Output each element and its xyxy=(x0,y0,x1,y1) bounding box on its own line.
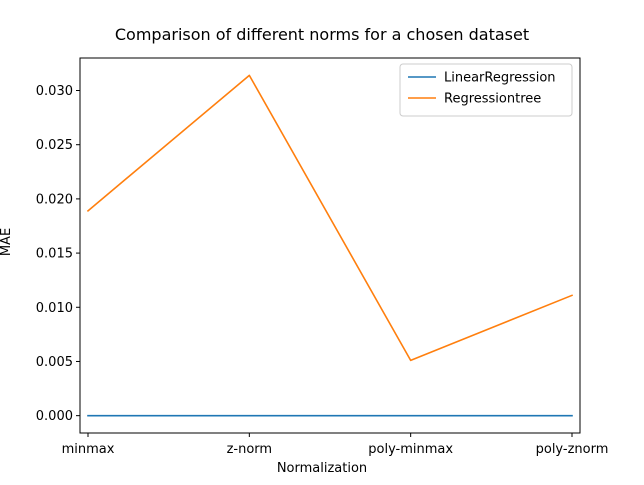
x-tick-label: minmax xyxy=(62,442,115,457)
y-tick-label: 0.010 xyxy=(36,301,73,316)
y-tick-label: 0.030 xyxy=(36,84,73,99)
x-tick-label: poly-minmax xyxy=(368,442,453,457)
chart-title: Comparison of different norms for a chos… xyxy=(115,25,529,44)
x-tick-label: poly-znorm xyxy=(536,442,609,457)
legend: LinearRegression Regressiontree xyxy=(400,64,572,116)
x-tick-label: z-norm xyxy=(227,442,273,457)
legend-label: Regressiontree xyxy=(444,92,541,107)
y-axis-label: MAE xyxy=(0,228,14,256)
y-tick-label: 0.005 xyxy=(36,355,73,370)
x-axis-label: Normalization xyxy=(277,461,367,476)
y-tick-label: 0.020 xyxy=(36,192,73,207)
y-tick-label: 0.015 xyxy=(36,247,73,262)
y-tick-label: 0.000 xyxy=(36,409,73,424)
y-tick-label: 0.025 xyxy=(36,138,73,153)
legend-label: LinearRegression xyxy=(444,71,556,86)
